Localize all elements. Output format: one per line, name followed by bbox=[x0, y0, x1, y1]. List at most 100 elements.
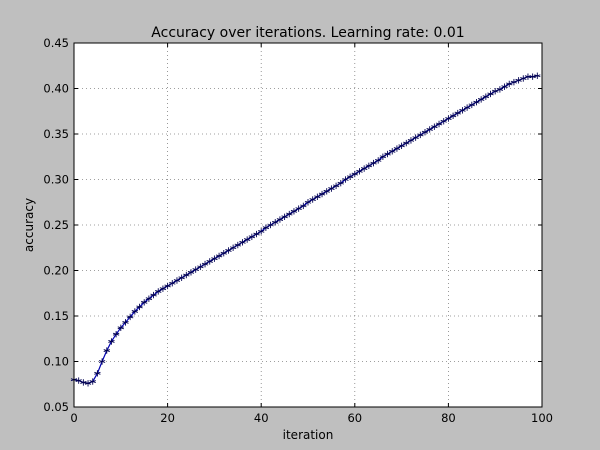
data-point bbox=[234, 241, 241, 249]
data-point bbox=[103, 347, 110, 354]
data-point bbox=[80, 379, 87, 386]
data-point bbox=[281, 213, 288, 221]
x-axis-label: iteration bbox=[283, 428, 334, 442]
data-point bbox=[360, 165, 368, 172]
data-point bbox=[477, 96, 485, 103]
data-point bbox=[449, 112, 457, 119]
grid bbox=[74, 43, 542, 407]
data-point bbox=[220, 250, 227, 257]
data-point bbox=[141, 299, 148, 306]
data-point bbox=[272, 219, 279, 226]
data-point bbox=[178, 274, 185, 281]
data-point bbox=[351, 170, 358, 178]
data-point bbox=[445, 115, 452, 122]
data-point bbox=[243, 236, 251, 243]
data-point bbox=[215, 252, 223, 260]
data-point bbox=[375, 157, 382, 164]
ticks: 0 20 40 60 80 100 0.05 0.10 0.15 0.20 0.25 0.30 0.35… bbox=[43, 36, 553, 425]
data-point bbox=[346, 173, 354, 180]
data-point bbox=[426, 126, 433, 133]
data-point bbox=[211, 255, 218, 262]
data-point bbox=[94, 370, 101, 377]
x-tick-label: 40 bbox=[254, 411, 269, 425]
y-tick-label: 0.30 bbox=[43, 173, 69, 187]
data-point bbox=[473, 98, 480, 106]
data-point bbox=[187, 269, 195, 276]
data-point bbox=[412, 134, 419, 141]
data-point bbox=[126, 313, 134, 321]
data-point bbox=[225, 247, 232, 254]
data-point bbox=[150, 291, 157, 299]
data-point bbox=[258, 228, 265, 235]
x-tick-label: 0 bbox=[70, 411, 77, 425]
data-point bbox=[463, 104, 471, 111]
data-point bbox=[496, 86, 504, 93]
data-point bbox=[206, 258, 213, 265]
data-point bbox=[169, 280, 176, 287]
data-point bbox=[295, 205, 302, 212]
data-point bbox=[356, 168, 363, 175]
data-point bbox=[389, 148, 396, 155]
x-tick-label: 20 bbox=[160, 411, 175, 425]
series-line bbox=[73, 75, 538, 384]
data-point bbox=[384, 150, 391, 158]
y-tick-label: 0.20 bbox=[43, 264, 69, 278]
data-point bbox=[155, 288, 162, 295]
data-point bbox=[459, 107, 466, 114]
y-tick-label: 0.05 bbox=[43, 400, 69, 414]
data-point bbox=[136, 303, 143, 311]
data-point bbox=[117, 324, 124, 332]
y-tick-label: 0.10 bbox=[43, 355, 69, 369]
y-tick-label: 0.45 bbox=[43, 36, 69, 50]
data-point bbox=[337, 179, 344, 187]
data-point bbox=[286, 210, 293, 218]
data-point bbox=[201, 260, 209, 268]
data-point bbox=[435, 120, 443, 128]
data-point bbox=[440, 118, 447, 125]
data-point bbox=[267, 221, 274, 229]
data-point bbox=[318, 190, 326, 198]
data-point bbox=[323, 188, 330, 195]
data-point bbox=[197, 263, 204, 271]
data-point bbox=[421, 128, 429, 136]
data-point bbox=[192, 266, 199, 273]
y-tick-label: 0.25 bbox=[43, 218, 69, 232]
y-tick-label: 0.40 bbox=[43, 82, 69, 96]
data-point bbox=[253, 230, 260, 238]
data-point bbox=[276, 216, 284, 223]
data-point bbox=[309, 196, 316, 203]
data-point bbox=[300, 202, 307, 210]
data-point bbox=[183, 271, 190, 279]
series-layer bbox=[70, 72, 541, 387]
y-tick-label: 0.15 bbox=[43, 309, 69, 323]
x-tick-label: 100 bbox=[531, 411, 553, 425]
data-point bbox=[98, 358, 106, 365]
data-point bbox=[468, 101, 475, 109]
data-point bbox=[262, 224, 270, 231]
data-point bbox=[431, 123, 438, 130]
data-point bbox=[487, 90, 494, 98]
data-point bbox=[89, 378, 96, 385]
y-axis-label: accuracy bbox=[22, 198, 36, 252]
data-point bbox=[332, 182, 340, 190]
data-point bbox=[173, 277, 181, 284]
data-point bbox=[407, 137, 415, 144]
data-point bbox=[145, 295, 153, 302]
data-point bbox=[304, 199, 312, 206]
data-point bbox=[159, 285, 167, 292]
data-point bbox=[482, 93, 490, 100]
data-point bbox=[314, 193, 321, 200]
data-point bbox=[393, 145, 401, 152]
data-point bbox=[328, 185, 335, 192]
data-point bbox=[164, 282, 171, 290]
data-point bbox=[365, 162, 373, 170]
data-point bbox=[239, 239, 246, 246]
chart-title: Accuracy over iterations. Learning rate:… bbox=[151, 25, 464, 41]
data-point bbox=[112, 331, 120, 338]
data-point bbox=[248, 233, 256, 241]
data-point bbox=[229, 244, 237, 251]
x-tick-label: 60 bbox=[347, 411, 362, 425]
data-point bbox=[108, 338, 115, 345]
